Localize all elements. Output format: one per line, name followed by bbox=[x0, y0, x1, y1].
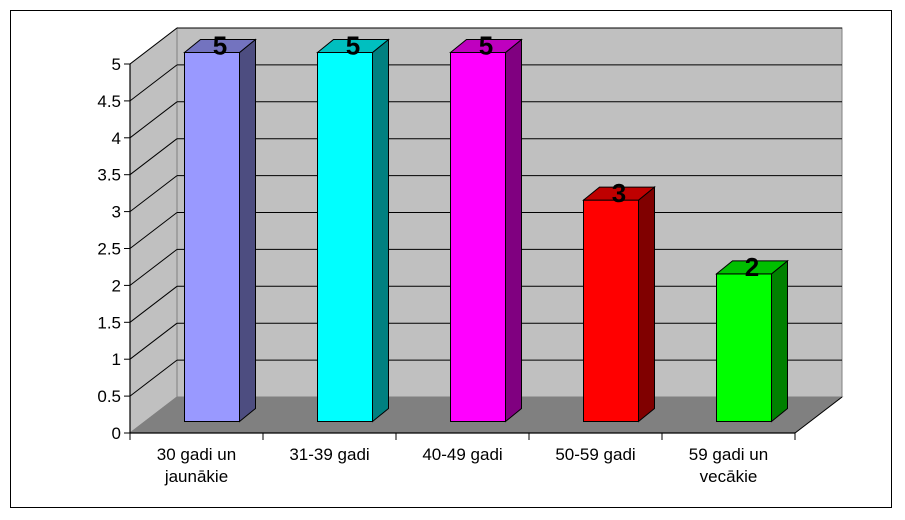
bar-side bbox=[239, 38, 256, 423]
category-label-line: 31-39 gadi bbox=[289, 445, 369, 464]
data-label: 5 bbox=[346, 31, 360, 61]
bar-side bbox=[372, 38, 389, 423]
bar: 5 bbox=[316, 31, 390, 423]
category-label: 40-49 gadi bbox=[422, 445, 502, 464]
gridline-side bbox=[129, 212, 178, 249]
gridline-side bbox=[129, 27, 178, 65]
category-label: 50-59 gadi bbox=[555, 445, 635, 464]
bar: 3 bbox=[582, 178, 656, 423]
category-label: 30 gadi un jaunākie bbox=[157, 445, 236, 486]
floor-edge bbox=[794, 396, 843, 434]
category-label-line: 30 gadi un bbox=[157, 445, 236, 464]
gridline-side bbox=[129, 175, 178, 212]
gridline-side bbox=[129, 249, 178, 286]
bar-front bbox=[184, 52, 240, 422]
category-label: 31-39 gadi bbox=[289, 445, 369, 464]
bar-front bbox=[583, 199, 639, 422]
bar-top bbox=[183, 39, 257, 53]
gridline-side bbox=[129, 322, 178, 360]
bar-side bbox=[505, 38, 522, 423]
data-label: 5 bbox=[213, 31, 227, 61]
y-tick-label: 2.5 bbox=[97, 240, 121, 259]
data-label: 5 bbox=[479, 31, 493, 61]
bar-side bbox=[771, 259, 788, 423]
bar-front bbox=[450, 52, 506, 422]
y-tick-label: 3.5 bbox=[97, 166, 121, 185]
data-label: 2 bbox=[745, 252, 759, 282]
y-tick-label: 4 bbox=[112, 129, 121, 148]
bar-front bbox=[317, 52, 373, 422]
category-label: 59 gadi un vecākie bbox=[689, 445, 768, 486]
axes bbox=[124, 63, 843, 440]
category-label-line: jaunākie bbox=[164, 467, 228, 486]
data-label: 3 bbox=[612, 178, 626, 208]
bar: 5 bbox=[183, 31, 257, 423]
bar-side bbox=[638, 186, 655, 423]
gridline-side bbox=[129, 101, 178, 139]
y-tick-label: 3 bbox=[112, 203, 121, 222]
y-tick-labels: 0 0.5 1 1.5 2 2.5 3 3.5 4 4.5 5 bbox=[97, 55, 121, 443]
category-label-line: 40-49 gadi bbox=[422, 445, 502, 464]
gridline-side bbox=[129, 138, 178, 176]
category-label-line: 50-59 gadi bbox=[555, 445, 635, 464]
y-tick-label: 2 bbox=[112, 276, 121, 295]
gridline-side bbox=[129, 64, 178, 102]
y-tick-label: 0.5 bbox=[97, 387, 121, 406]
gridline-side bbox=[129, 285, 178, 323]
bar-top bbox=[316, 39, 390, 53]
bar: 5 bbox=[449, 31, 523, 423]
y-tick-label: 0 bbox=[112, 424, 121, 443]
category-label-line: 59 gadi un bbox=[689, 445, 768, 464]
y-tick-label: 1.5 bbox=[97, 313, 121, 332]
y-tick-label: 4.5 bbox=[97, 92, 121, 111]
bar-top bbox=[449, 39, 523, 53]
y-tick-label: 1 bbox=[112, 350, 121, 369]
bars: 5 5 5 3 2 bbox=[183, 31, 789, 423]
bar-top bbox=[582, 186, 656, 201]
bar-top bbox=[715, 260, 789, 275]
category-label-line: vecākie bbox=[700, 467, 758, 486]
category-labels: 30 gadi un jaunākie 31-39 gadi 40-49 gadi 50… bbox=[157, 445, 768, 486]
y-tick-label: 5 bbox=[112, 55, 121, 74]
gridline-side bbox=[129, 359, 178, 397]
bar-front bbox=[716, 273, 772, 422]
bar: 2 bbox=[715, 252, 789, 423]
